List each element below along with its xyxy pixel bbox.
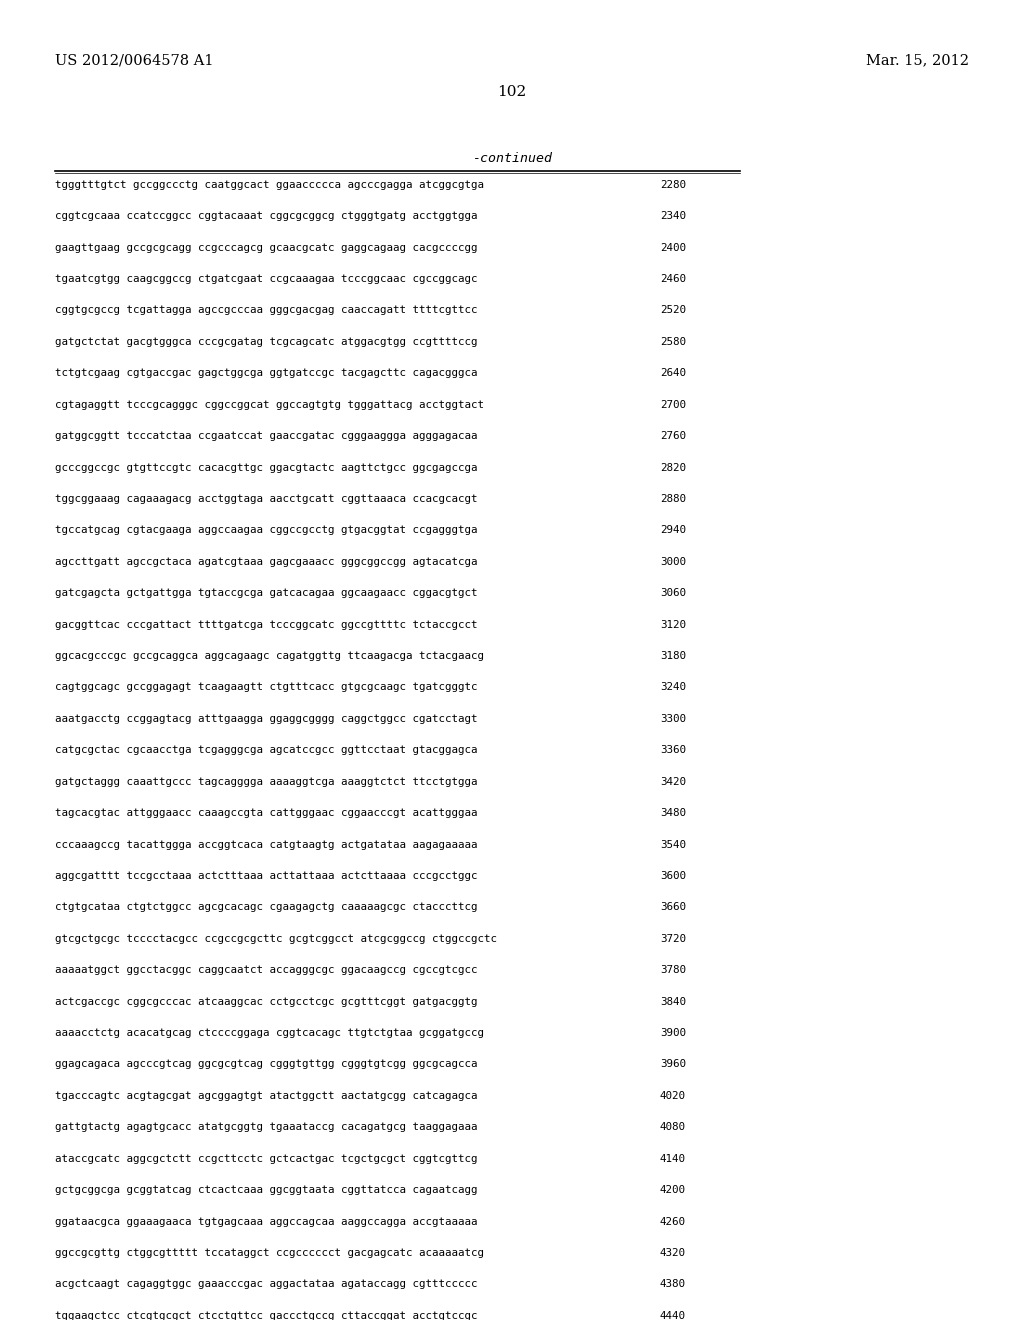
- Text: 3960: 3960: [660, 1060, 686, 1069]
- Text: gatgctctat gacgtgggca cccgcgatag tcgcagcatc atggacgtgg ccgttttccg: gatgctctat gacgtgggca cccgcgatag tcgcagc…: [55, 337, 477, 347]
- Text: ggagcagaca agcccgtcag ggcgcgtcag cgggtgttgg cgggtgtcgg ggcgcagcca: ggagcagaca agcccgtcag ggcgcgtcag cgggtgt…: [55, 1060, 477, 1069]
- Text: gtcgctgcgc tcccctacgcc ccgccgcgcttc gcgtcggcct atcgcggccg ctggccgctc: gtcgctgcgc tcccctacgcc ccgccgcgcttc gcgt…: [55, 933, 497, 944]
- Text: 2520: 2520: [660, 305, 686, 315]
- Text: aggcgatttt tccgcctaaa actctttaaa acttattaaa actcttaaaa cccgcctggc: aggcgatttt tccgcctaaa actctttaaa acttatt…: [55, 871, 477, 880]
- Text: gctgcggcga gcggtatcag ctcactcaaa ggcggtaata cggttatcca cagaatcagg: gctgcggcga gcggtatcag ctcactcaaa ggcggta…: [55, 1185, 477, 1195]
- Text: 4080: 4080: [660, 1122, 686, 1133]
- Text: 4320: 4320: [660, 1247, 686, 1258]
- Text: 2820: 2820: [660, 462, 686, 473]
- Text: tgggtttgtct gccggccctg caatggcact ggaaccccca agcccgagga atcggcgtga: tgggtttgtct gccggccctg caatggcact ggaacc…: [55, 180, 484, 190]
- Text: 3900: 3900: [660, 1028, 686, 1038]
- Text: 102: 102: [498, 86, 526, 99]
- Text: cccaaagccg tacattggga accggtcaca catgtaagtg actgatataa aagagaaaaa: cccaaagccg tacattggga accggtcaca catgtaa…: [55, 840, 477, 850]
- Text: 3660: 3660: [660, 903, 686, 912]
- Text: ggcacgcccgc gccgcaggca aggcagaagc cagatggttg ttcaagacga tctacgaacg: ggcacgcccgc gccgcaggca aggcagaagc cagatg…: [55, 651, 484, 661]
- Text: aaatgacctg ccggagtacg atttgaagga ggaggcgggg caggctggcc cgatcctagt: aaatgacctg ccggagtacg atttgaagga ggaggcg…: [55, 714, 477, 723]
- Text: US 2012/0064578 A1: US 2012/0064578 A1: [55, 54, 213, 67]
- Text: aaaacctctg acacatgcag ctccccggaga cggtcacagc ttgtctgtaa gcggatgccg: aaaacctctg acacatgcag ctccccggaga cggtca…: [55, 1028, 484, 1038]
- Text: cggtgcgccg tcgattagga agccgcccaa gggcgacgag caaccagatt ttttcgttcc: cggtgcgccg tcgattagga agccgcccaa gggcgac…: [55, 305, 477, 315]
- Text: 2280: 2280: [660, 180, 686, 190]
- Text: ctgtgcataa ctgtctggcc agcgcacagc cgaagagctg caaaaagcgc ctacccttcg: ctgtgcataa ctgtctggcc agcgcacagc cgaagag…: [55, 903, 477, 912]
- Text: 3600: 3600: [660, 871, 686, 880]
- Text: 3060: 3060: [660, 589, 686, 598]
- Text: 3840: 3840: [660, 997, 686, 1007]
- Text: 3420: 3420: [660, 776, 686, 787]
- Text: aaaaatggct ggcctacggc caggcaatct accagggcgc ggacaagccg cgccgtcgcc: aaaaatggct ggcctacggc caggcaatct accaggg…: [55, 965, 477, 975]
- Text: tggaagctcc ctcgtgcgct ctcctgttcc gaccctgccg cttaccggat acctgtccgc: tggaagctcc ctcgtgcgct ctcctgttcc gaccctg…: [55, 1311, 477, 1320]
- Text: 2700: 2700: [660, 400, 686, 409]
- Text: agccttgatt agccgctaca agatcgtaaa gagcgaaacc gggcggccgg agtacatcga: agccttgatt agccgctaca agatcgtaaa gagcgaa…: [55, 557, 477, 566]
- Text: 4140: 4140: [660, 1154, 686, 1164]
- Text: cgtagaggtt tcccgcagggc cggccggcat ggccagtgtg tgggattacg acctggtact: cgtagaggtt tcccgcagggc cggccggcat ggccag…: [55, 400, 484, 409]
- Text: gatcgagcta gctgattgga tgtaccgcga gatcacagaa ggcaagaacc cggacgtgct: gatcgagcta gctgattgga tgtaccgcga gatcaca…: [55, 589, 477, 598]
- Text: tagcacgtac attgggaacc caaagccgta cattgggaac cggaacccgt acattgggaa: tagcacgtac attgggaacc caaagccgta cattggg…: [55, 808, 477, 818]
- Text: 2640: 2640: [660, 368, 686, 379]
- Text: 2760: 2760: [660, 432, 686, 441]
- Text: 2940: 2940: [660, 525, 686, 536]
- Text: 3300: 3300: [660, 714, 686, 723]
- Text: 2880: 2880: [660, 494, 686, 504]
- Text: tgaatcgtgg caagcggccg ctgatcgaat ccgcaaagaa tcccggcaac cgccggcagc: tgaatcgtgg caagcggccg ctgatcgaat ccgcaaa…: [55, 275, 477, 284]
- Text: cagtggcagc gccggagagt tcaagaagtt ctgtttcacc gtgcgcaagc tgatcgggtc: cagtggcagc gccggagagt tcaagaagtt ctgtttc…: [55, 682, 477, 693]
- Text: 3360: 3360: [660, 746, 686, 755]
- Text: 4020: 4020: [660, 1090, 686, 1101]
- Text: tctgtcgaag cgtgaccgac gagctggcga ggtgatccgc tacgagcttc cagacgggca: tctgtcgaag cgtgaccgac gagctggcga ggtgatc…: [55, 368, 477, 379]
- Text: tgacccagtc acgtagcgat agcggagtgt atactggctt aactatgcgg catcagagca: tgacccagtc acgtagcgat agcggagtgt atactgg…: [55, 1090, 477, 1101]
- Text: 3120: 3120: [660, 619, 686, 630]
- Text: 3240: 3240: [660, 682, 686, 693]
- Text: gatgctaggg caaattgccc tagcagggga aaaaggtcga aaaggtctct ttcctgtgga: gatgctaggg caaattgccc tagcagggga aaaaggt…: [55, 776, 477, 787]
- Text: 2400: 2400: [660, 243, 686, 252]
- Text: Mar. 15, 2012: Mar. 15, 2012: [866, 54, 969, 67]
- Text: gattgtactg agagtgcacc atatgcggtg tgaaataccg cacagatgcg taaggagaaa: gattgtactg agagtgcacc atatgcggtg tgaaata…: [55, 1122, 477, 1133]
- Text: acgctcaagt cagaggtggc gaaacccgac aggactataa agataccagg cgtttccccc: acgctcaagt cagaggtggc gaaacccgac aggacta…: [55, 1279, 477, 1290]
- Text: 4380: 4380: [660, 1279, 686, 1290]
- Text: gcccggccgc gtgttccgtc cacacgttgc ggacgtactc aagttctgcc ggcgagccga: gcccggccgc gtgttccgtc cacacgttgc ggacgta…: [55, 462, 477, 473]
- Text: 4200: 4200: [660, 1185, 686, 1195]
- Text: 3000: 3000: [660, 557, 686, 566]
- Text: catgcgctac cgcaacctga tcgagggcga agcatccgcc ggttcctaat gtacggagca: catgcgctac cgcaacctga tcgagggcga agcatcc…: [55, 746, 477, 755]
- Text: 3480: 3480: [660, 808, 686, 818]
- Text: tggcggaaag cagaaagacg acctggtaga aacctgcatt cggttaaaca ccacgcacgt: tggcggaaag cagaaagacg acctggtaga aacctgc…: [55, 494, 477, 504]
- Text: 3720: 3720: [660, 933, 686, 944]
- Text: cggtcgcaaa ccatccggcc cggtacaaat cggcgcggcg ctgggtgatg acctggtgga: cggtcgcaaa ccatccggcc cggtacaaat cggcgcg…: [55, 211, 477, 222]
- Text: gatggcggtt tcccatctaa ccgaatccat gaaccgatac cgggaaggga agggagacaa: gatggcggtt tcccatctaa ccgaatccat gaaccga…: [55, 432, 477, 441]
- Text: ggccgcgttg ctggcgttttt tccataggct ccgcccccct gacgagcatc acaaaaatcg: ggccgcgttg ctggcgttttt tccataggct ccgccc…: [55, 1247, 484, 1258]
- Text: 2580: 2580: [660, 337, 686, 347]
- Text: 2460: 2460: [660, 275, 686, 284]
- Text: actcgaccgc cggcgcccac atcaaggcac cctgcctcgc gcgtttcggt gatgacggtg: actcgaccgc cggcgcccac atcaaggcac cctgcct…: [55, 997, 477, 1007]
- Text: 4260: 4260: [660, 1217, 686, 1226]
- Text: gaagttgaag gccgcgcagg ccgcccagcg gcaacgcatc gaggcagaag cacgccccgg: gaagttgaag gccgcgcagg ccgcccagcg gcaacgc…: [55, 243, 477, 252]
- Text: 2340: 2340: [660, 211, 686, 222]
- Text: 3780: 3780: [660, 965, 686, 975]
- Text: 3180: 3180: [660, 651, 686, 661]
- Text: 4440: 4440: [660, 1311, 686, 1320]
- Text: 3540: 3540: [660, 840, 686, 850]
- Text: ataccgcatc aggcgctctt ccgcttcctc gctcactgac tcgctgcgct cggtcgttcg: ataccgcatc aggcgctctt ccgcttcctc gctcact…: [55, 1154, 477, 1164]
- Text: tgccatgcag cgtacgaaga aggccaagaa cggccgcctg gtgacggtat ccgagggtga: tgccatgcag cgtacgaaga aggccaagaa cggccgc…: [55, 525, 477, 536]
- Text: -continued: -continued: [472, 152, 552, 165]
- Text: gacggttcac cccgattact ttttgatcga tcccggcatc ggccgttttc tctaccgcct: gacggttcac cccgattact ttttgatcga tcccggc…: [55, 619, 477, 630]
- Text: ggataacgca ggaaagaaca tgtgagcaaa aggccagcaa aaggccagga accgtaaaaa: ggataacgca ggaaagaaca tgtgagcaaa aggccag…: [55, 1217, 477, 1226]
